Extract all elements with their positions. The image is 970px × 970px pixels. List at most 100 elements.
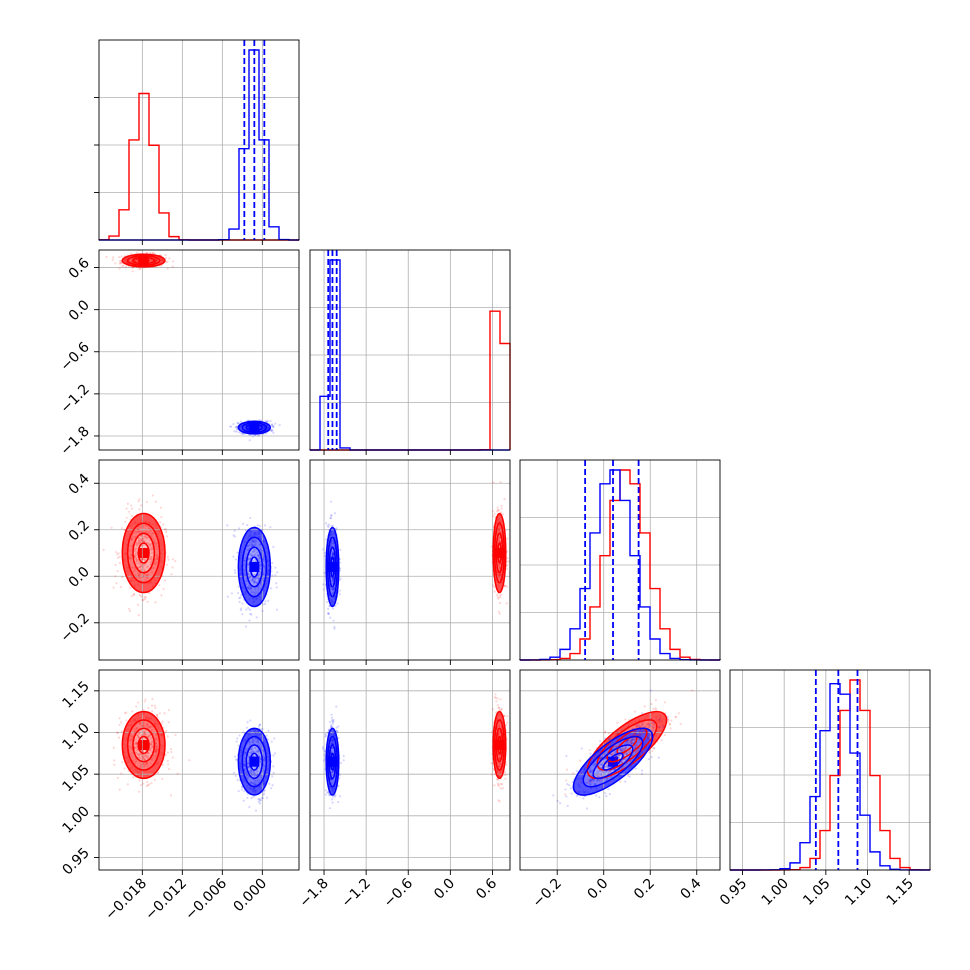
- sample-point: [160, 594, 163, 597]
- sample-point: [142, 524, 145, 527]
- sample-point: [115, 551, 118, 554]
- sample-point: [264, 776, 268, 779]
- sample-point: [161, 763, 164, 766]
- sample-point: [331, 789, 335, 793]
- sample-point: [156, 771, 160, 774]
- sample-point: [121, 575, 124, 579]
- sample-point: [123, 743, 126, 746]
- sample-point: [130, 259, 133, 263]
- sample-point: [142, 782, 145, 785]
- sample-point: [138, 722, 141, 725]
- sample-point: [125, 507, 128, 510]
- sample-point: [143, 535, 146, 538]
- sample-point: [339, 567, 342, 570]
- sample-point: [139, 716, 142, 720]
- sample-point: [125, 547, 128, 551]
- sample-point: [132, 776, 135, 779]
- sample-point: [506, 557, 509, 560]
- sample-point: [121, 265, 124, 268]
- sample-point: [148, 592, 151, 595]
- sample-point: [331, 551, 334, 555]
- sample-point: [139, 564, 142, 568]
- sample-point: [498, 565, 501, 568]
- sample-point: [150, 529, 153, 532]
- sample-point: [252, 540, 256, 543]
- sample-point: [164, 256, 168, 260]
- sample-point: [331, 773, 334, 776]
- sample-point: [331, 579, 334, 583]
- sample-point: [263, 789, 266, 792]
- sample-point: [239, 609, 242, 612]
- sample-point: [128, 724, 132, 727]
- sample-point: [243, 789, 246, 793]
- sample-point: [498, 764, 501, 768]
- sample-point: [155, 748, 158, 751]
- sample-point: [139, 267, 142, 270]
- sample-point: [133, 747, 136, 750]
- sample-point: [499, 782, 502, 786]
- sample-point: [251, 566, 254, 569]
- sample-point: [154, 749, 158, 752]
- sample-point: [154, 562, 157, 565]
- sample-point: [250, 565, 253, 568]
- sample-point: [125, 261, 128, 264]
- sample-point: [116, 731, 119, 734]
- sample-point: [332, 619, 335, 622]
- sample-point: [156, 722, 159, 725]
- sample-point: [127, 510, 131, 513]
- sample-point: [266, 738, 270, 741]
- sample-point: [498, 573, 501, 577]
- sample-point: [156, 762, 159, 765]
- sample-point: [342, 754, 345, 758]
- sample-point: [135, 258, 138, 262]
- sample-point: [134, 719, 137, 722]
- sample-point: [154, 542, 157, 546]
- sample-point: [332, 780, 335, 783]
- sample-point: [235, 428, 239, 431]
- sample-point: [501, 786, 504, 790]
- sample-point: [152, 532, 155, 535]
- sample-point: [254, 531, 257, 534]
- sample-point: [156, 744, 159, 748]
- sample-point: [143, 557, 147, 560]
- sample-point: [249, 587, 252, 591]
- sample-point: [252, 577, 255, 580]
- sample-point: [145, 747, 148, 750]
- sample-point: [331, 583, 334, 586]
- sample-point: [260, 796, 264, 800]
- sample-point: [245, 726, 249, 729]
- sample-point: [124, 745, 127, 749]
- sample-point: [330, 530, 333, 533]
- sample-point: [140, 534, 143, 537]
- sample-point: [255, 566, 258, 569]
- sample-point: [232, 534, 235, 537]
- sample-point: [166, 555, 169, 558]
- sample-point: [259, 582, 262, 586]
- sample-point: [138, 573, 141, 577]
- sample-point: [255, 576, 259, 579]
- sample-point: [141, 734, 145, 737]
- sample-point: [142, 756, 146, 759]
- sample-point: [132, 522, 135, 525]
- sample-point: [323, 753, 326, 756]
- sample-point: [132, 570, 135, 573]
- sample-point: [149, 563, 152, 566]
- sample-point: [135, 742, 139, 745]
- sample-point: [239, 420, 243, 423]
- sample-point: [498, 552, 501, 556]
- sample-point: [338, 777, 341, 780]
- sample-point: [160, 733, 163, 737]
- sample-point: [250, 751, 253, 754]
- sample-point: [247, 759, 250, 762]
- sample-point: [263, 757, 266, 760]
- sample-point: [154, 741, 158, 745]
- sample-point: [262, 555, 265, 558]
- sample-point: [138, 752, 141, 756]
- sample-point: [245, 773, 248, 776]
- sample-point: [247, 587, 251, 591]
- sample-point: [118, 262, 122, 265]
- sample-point: [247, 758, 250, 761]
- sample-point: [499, 596, 502, 599]
- sample-point: [243, 562, 246, 566]
- sample-point: [150, 744, 153, 747]
